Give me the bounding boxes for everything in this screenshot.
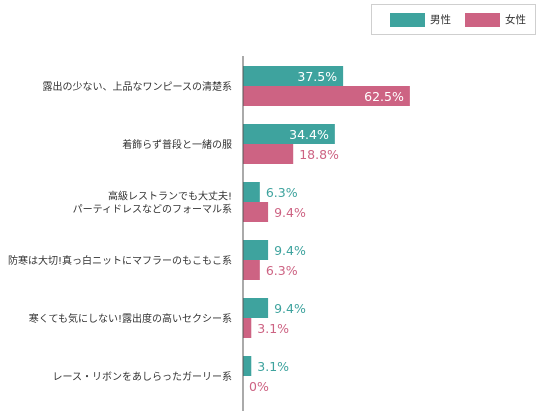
- data-label-male-2: 6.3%: [266, 185, 298, 200]
- legend-label-male: 男性: [430, 14, 451, 26]
- category-label-1: 着飾らず普段と一緒の服: [122, 138, 232, 151]
- data-label-male-0: 37.5%: [297, 69, 337, 84]
- bar-female-3: [243, 260, 260, 280]
- bar-male-1: [243, 124, 335, 144]
- bar-female-2: [243, 202, 269, 222]
- bar-male-5: [243, 356, 252, 376]
- data-label-female-0: 62.5%: [364, 89, 404, 104]
- data-label-female-3: 6.3%: [266, 263, 298, 278]
- bar-female-1: [243, 144, 294, 164]
- legend-swatch-male: [390, 13, 425, 27]
- legend-label-female: 女性: [505, 14, 526, 26]
- category-label-5: レース・リボンをあしらったガーリー系: [53, 371, 233, 383]
- bar-male-0: [243, 66, 344, 86]
- legend-swatch-female: [465, 13, 500, 27]
- category-label-2-line-0: 高級レストランでも大丈夫!: [108, 190, 232, 203]
- category-label-4: 寒くても気にしない!露出度の高いセクシー系: [29, 312, 232, 325]
- category-label-0: 露出の少ない、上品なワンピースの清楚系: [43, 80, 233, 93]
- bar-female-4: [243, 318, 252, 338]
- bar-male-2: [243, 182, 260, 202]
- data-label-male-4: 9.4%: [274, 301, 306, 316]
- data-label-male-3: 9.4%: [274, 243, 306, 258]
- bar-male-4: [243, 298, 269, 318]
- data-label-female-1: 18.8%: [299, 147, 339, 162]
- data-label-female-4: 3.1%: [257, 321, 289, 336]
- data-label-male-1: 34.4%: [289, 127, 329, 142]
- category-label-3: 防寒は大切!真っ白ニットにマフラーのもこもこ系: [8, 254, 232, 267]
- bar-male-3: [243, 240, 269, 260]
- data-label-male-5: 3.1%: [257, 359, 289, 374]
- bar-female-0: [243, 86, 410, 106]
- category-label-2-line-1: パーティドレスなどのフォーマル系: [73, 204, 232, 216]
- data-label-female-2: 9.4%: [274, 205, 306, 220]
- data-label-female-5: 0%: [249, 379, 269, 394]
- legend: 男性 女性: [371, 4, 536, 35]
